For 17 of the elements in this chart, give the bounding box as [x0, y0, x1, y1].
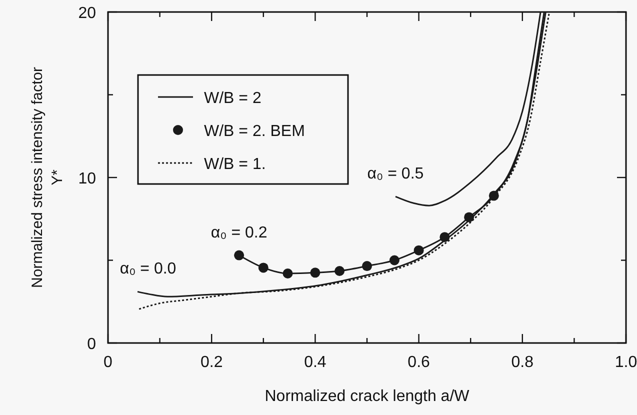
y-axis-title: Normalized stress intensity factor Y*: [29, 67, 66, 288]
x-tick-label: 0.8: [511, 354, 534, 371]
annotation: α₀ = 0.2: [210, 224, 268, 242]
annotation: α₀ = 0.5: [367, 166, 424, 183]
x-axis-title: Normalized crack length a/W: [264, 388, 470, 405]
x-tick-label: 1.0: [614, 354, 637, 371]
legend-label: W/B = 2. BEM: [204, 123, 305, 140]
annotation: α₀ = 0.0: [120, 260, 176, 278]
legend-label: W/B = 2: [204, 90, 262, 107]
x-tick-label: 0: [104, 354, 113, 371]
y-tick-label: 20: [78, 5, 96, 22]
y-tick-label: 0: [87, 336, 96, 353]
x-tick-label: 0.2: [200, 354, 223, 371]
x-tick-label: 0.4: [304, 354, 326, 371]
x-tick-label: 0.6: [408, 354, 430, 371]
legend-label: W/B = 1.: [204, 156, 266, 173]
y-tick-label: 10: [78, 170, 96, 188]
